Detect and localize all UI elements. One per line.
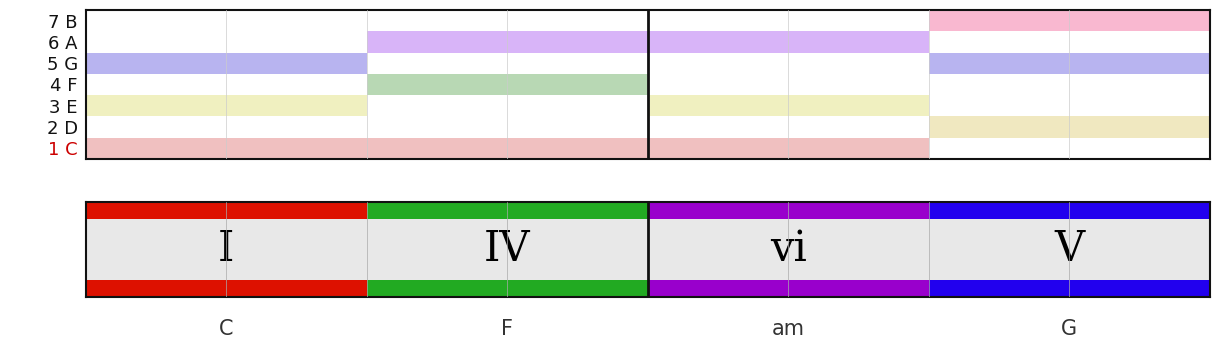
- Bar: [648, 31, 929, 53]
- Bar: [86, 138, 648, 159]
- Bar: [648, 95, 929, 116]
- Bar: [367, 31, 648, 53]
- Text: am: am: [771, 318, 805, 338]
- Bar: [648, 280, 929, 297]
- Text: vi: vi: [770, 228, 807, 270]
- Bar: [367, 280, 648, 297]
- Bar: [929, 280, 1210, 297]
- Bar: [929, 116, 1210, 138]
- Bar: [86, 201, 367, 219]
- Bar: [86, 95, 367, 116]
- Bar: [86, 280, 367, 297]
- Bar: [86, 53, 367, 74]
- Bar: [929, 10, 1210, 31]
- Bar: [367, 74, 648, 95]
- Text: IV: IV: [484, 228, 530, 270]
- Bar: [648, 138, 929, 159]
- Bar: [648, 201, 929, 219]
- Text: I: I: [218, 228, 235, 270]
- Bar: [367, 201, 648, 219]
- Text: V: V: [1055, 228, 1084, 270]
- Text: F: F: [501, 318, 513, 338]
- Bar: [929, 201, 1210, 219]
- Text: G: G: [1061, 318, 1078, 338]
- Bar: [929, 53, 1210, 74]
- Text: C: C: [219, 318, 233, 338]
